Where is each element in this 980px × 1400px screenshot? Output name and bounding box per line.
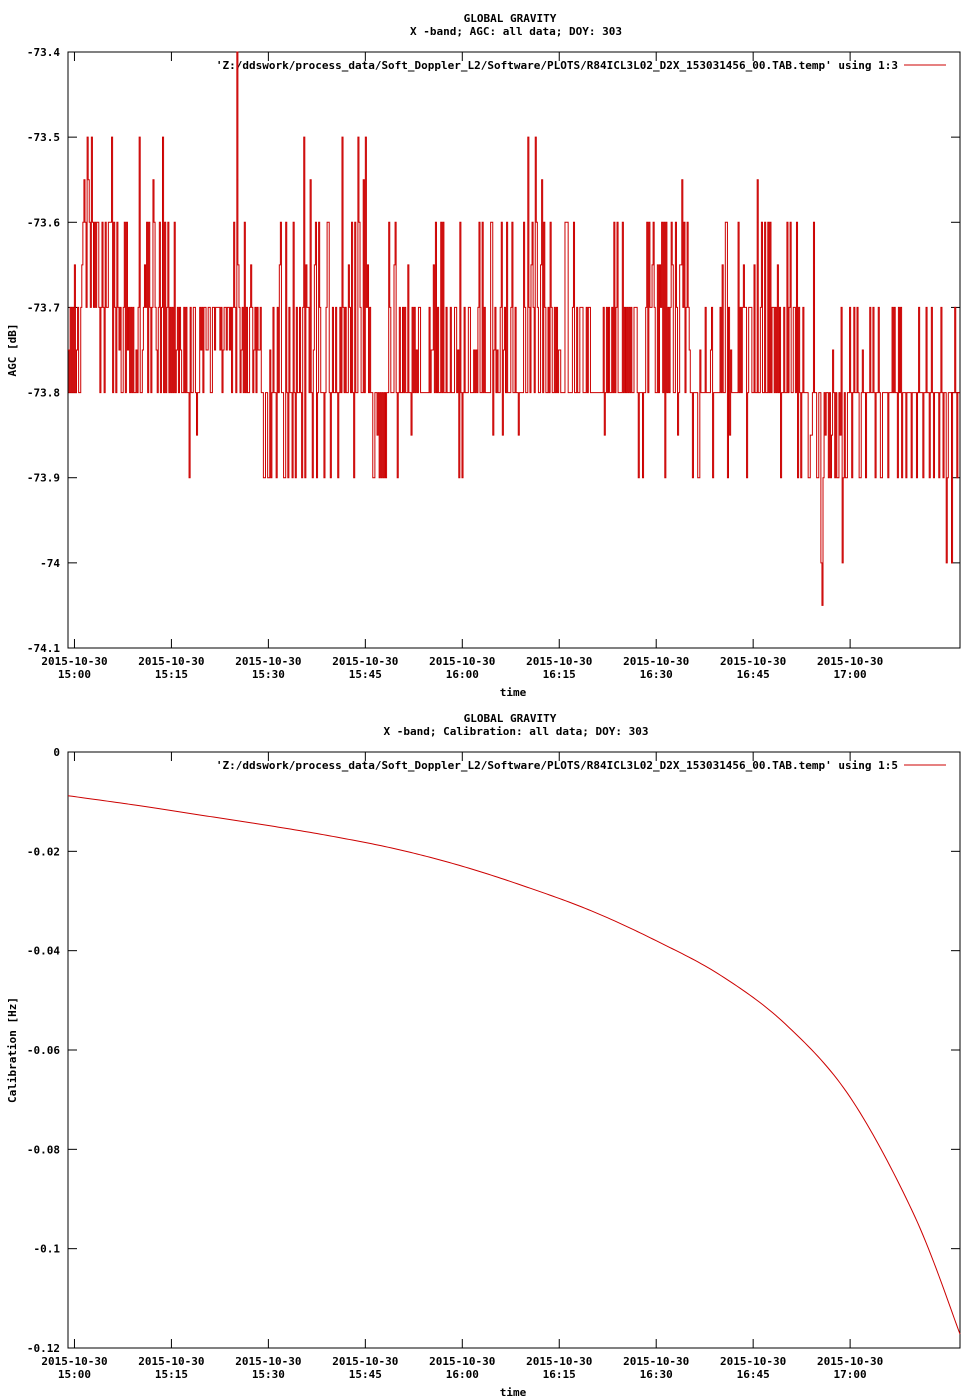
y-tick-labels: -73.4 -73.5 -73.6 -73.7 -73.8 -73.9 -74 -74.1 <box>27 46 60 655</box>
x-axis-label: time <box>500 1386 527 1399</box>
x-tick-label-time: 15:00 <box>58 668 91 681</box>
y-axis-label: AGC [dB] <box>6 324 19 377</box>
y-tick-label: -73.9 <box>27 472 60 485</box>
x-tick-label-time: 17:00 <box>834 668 867 681</box>
x-tick-label-time: 16:00 <box>446 1368 479 1381</box>
x-tick-label-date: 2015-10-30 <box>623 655 689 668</box>
x-tick-label-date: 2015-10-30 <box>41 655 107 668</box>
x-tick-label-date: 2015-10-30 <box>138 1355 204 1368</box>
x-tick-label-date: 2015-10-30 <box>429 655 495 668</box>
y-tick-label: -0.1 <box>34 1243 61 1256</box>
x-tick-label-date: 2015-10-30 <box>429 1355 495 1368</box>
x-tick-label-date: 2015-10-30 <box>235 655 301 668</box>
x-tick-label-time: 15:45 <box>349 668 382 681</box>
x-tick-label-date: 2015-10-30 <box>526 655 592 668</box>
x-tick-label-date: 2015-10-30 <box>235 1355 301 1368</box>
x-tick-label-time: 15:15 <box>155 1368 188 1381</box>
x-tick-labels: 2015-10-3015:002015-10-3015:152015-10-30… <box>41 1355 883 1381</box>
legend-label: 'Z:/ddswork/process_data/Soft_Doppler_L2… <box>216 59 898 72</box>
y-tick-label: -73.4 <box>27 46 60 59</box>
x-tick-label-time: 15:15 <box>155 668 188 681</box>
y-tick-label: -0.04 <box>27 945 60 958</box>
y-tick-label: -73.5 <box>27 131 60 144</box>
chart-subtitle: X -band; AGC: all data; DOY: 303 <box>410 25 622 38</box>
x-tick-label-date: 2015-10-30 <box>138 655 204 668</box>
x-tick-label-date: 2015-10-30 <box>623 1355 689 1368</box>
chart-title: GLOBAL GRAVITY <box>464 712 557 725</box>
y-tick-label: -0.06 <box>27 1044 60 1057</box>
y-tick-labels: 0 -0.02 -0.04 -0.06 -0.08 -0.1 -0.12 <box>27 746 60 1355</box>
x-tick-label-date: 2015-10-30 <box>817 1355 883 1368</box>
x-tick-label-time: 15:30 <box>252 1368 285 1381</box>
x-tick-label-time: 16:30 <box>640 668 673 681</box>
legend: 'Z:/ddswork/process_data/Soft_Doppler_L2… <box>216 59 946 72</box>
x-tick-label-date: 2015-10-30 <box>526 1355 592 1368</box>
y-tick-label: -0.12 <box>27 1342 60 1355</box>
x-tick-label-date: 2015-10-30 <box>720 1355 786 1368</box>
y-tick-label: -0.08 <box>27 1143 60 1156</box>
chart-calibration: GLOBAL GRAVITY X -band; Calibration: all… <box>6 712 961 1399</box>
x-tick-label-date: 2015-10-30 <box>332 655 398 668</box>
x-tick-label-time: 16:15 <box>543 1368 576 1381</box>
y-axis-label: Calibration [Hz] <box>6 997 19 1103</box>
y-tick-label: -74 <box>40 557 60 570</box>
x-tick-label-time: 16:45 <box>737 668 770 681</box>
series-line-calibration <box>67 795 961 1335</box>
series-line-agc <box>68 51 960 606</box>
chart-title: GLOBAL GRAVITY <box>464 12 557 25</box>
x-tick-label-date: 2015-10-30 <box>817 655 883 668</box>
x-tick-label-time: 15:30 <box>252 668 285 681</box>
x-tick-label-time: 15:00 <box>58 1368 91 1381</box>
y-tick-label: 0 <box>53 746 60 759</box>
legend: 'Z:/ddswork/process_data/Soft_Doppler_L2… <box>216 759 946 772</box>
chart-subtitle: X -band; Calibration: all data; DOY: 303 <box>384 725 649 738</box>
x-axis-label: time <box>500 686 527 699</box>
y-tick-label: -73.7 <box>27 301 60 314</box>
x-tick-label-time: 16:30 <box>640 1368 673 1381</box>
tick-marks <box>68 751 960 1349</box>
x-tick-label-time: 16:45 <box>737 1368 770 1381</box>
y-tick-label: -74.1 <box>27 642 60 655</box>
x-tick-label-date: 2015-10-30 <box>41 1355 107 1368</box>
x-tick-label-time: 16:15 <box>543 668 576 681</box>
y-tick-label: -0.02 <box>27 845 60 858</box>
x-tick-label-time: 17:00 <box>834 1368 867 1381</box>
x-tick-labels: 2015-10-3015:002015-10-3015:152015-10-30… <box>41 655 883 681</box>
x-tick-label-time: 15:45 <box>349 1368 382 1381</box>
legend-label: 'Z:/ddswork/process_data/Soft_Doppler_L2… <box>216 759 898 772</box>
y-tick-label: -73.6 <box>27 216 60 229</box>
chart-agc: GLOBAL GRAVITY X -band; AGC: all data; D… <box>6 12 961 699</box>
x-tick-label-date: 2015-10-30 <box>720 655 786 668</box>
x-tick-label-date: 2015-10-30 <box>332 1355 398 1368</box>
y-tick-label: -73.8 <box>27 387 60 400</box>
x-tick-label-time: 16:00 <box>446 668 479 681</box>
